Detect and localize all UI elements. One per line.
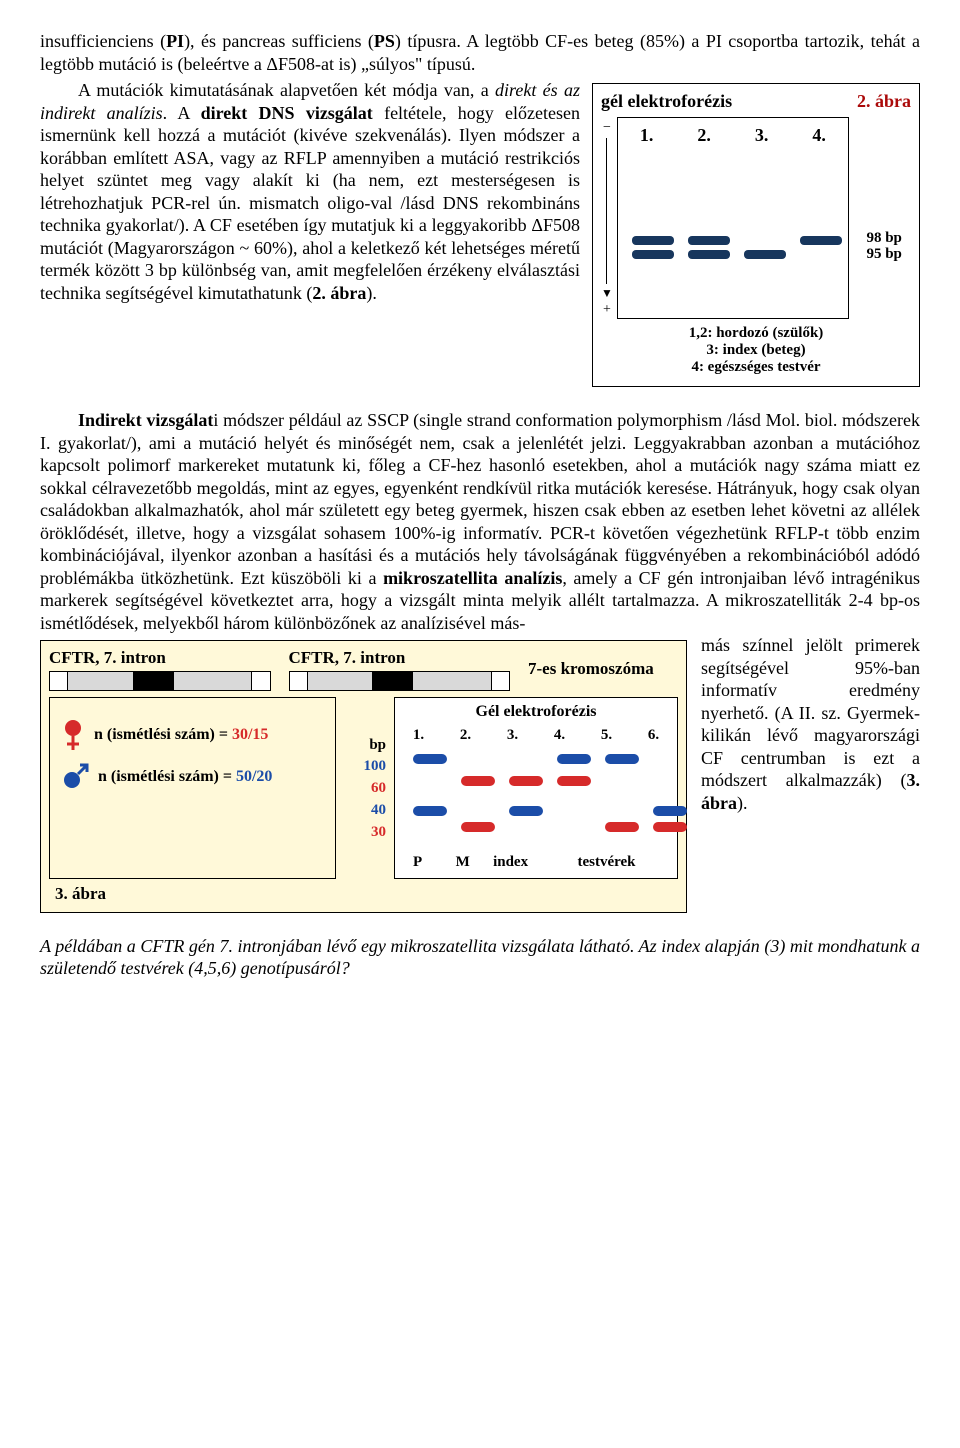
gel-box: 1.2.3.4. 98 bp 95 bp	[617, 117, 849, 319]
gel-band	[557, 754, 591, 764]
lane-label: 4.	[812, 124, 826, 147]
mother-row: n (ismétlési szám) = 30/15	[60, 718, 325, 752]
text-run: ).	[737, 793, 748, 813]
figure-2-caption-line: 1,2: hordozó (szülők)	[601, 325, 911, 342]
chromosome-label: 7-es kromoszóma	[528, 658, 678, 679]
father-text: n (ismétlési szám) =	[98, 768, 236, 785]
gel-title: Gél elektroforézis	[395, 702, 677, 722]
plus-pole: +	[603, 301, 611, 319]
gel-band	[509, 806, 543, 816]
figure-3-caption: 3. ábra	[41, 883, 686, 912]
minus-pole: −	[603, 119, 611, 137]
lane-label: 2.	[460, 726, 471, 745]
figure-2-ref: 2. ábra	[312, 283, 366, 303]
text-run: ), és pancreas sufficiens (	[184, 31, 374, 51]
bottom-label: index	[485, 853, 536, 872]
gel-band	[461, 822, 495, 832]
text-run: i módszer például az SSCP (single strand…	[40, 410, 920, 588]
bp-30: 30	[344, 822, 386, 844]
text-bold: Indirekt vizsgálat	[78, 410, 213, 430]
migration-arrow: − ▼ +	[601, 117, 617, 319]
lane-label: 3.	[507, 726, 518, 745]
gel-lane-labels: 1. 2. 3. 4. 5. 6.	[395, 726, 677, 745]
intron-label: CFTR, 7. intron	[49, 647, 271, 668]
gel-band	[632, 236, 674, 245]
intron-label: CFTR, 7. intron	[289, 647, 511, 668]
gel-band	[413, 806, 447, 816]
bp-label-98: 98 bp	[866, 230, 901, 247]
bp-scale: bp 100 60 40 30	[344, 697, 386, 879]
lane-label: 3.	[755, 124, 769, 147]
gel-band	[653, 806, 687, 816]
gel-band	[605, 754, 639, 764]
text-run: . A	[163, 103, 201, 123]
lane-label: 6.	[648, 726, 659, 745]
figure-2-caption-line: 4: egészséges testvér	[601, 359, 911, 376]
gel-bottom-labels: PMindextestvérek	[395, 853, 677, 872]
bp-100: 100	[344, 756, 386, 778]
gel-band	[509, 776, 543, 786]
father-row: n (ismétlési szám) = 50/20	[60, 762, 325, 792]
lane-label: 2.	[697, 124, 711, 147]
bottom-label: testvérek	[536, 853, 677, 872]
intron-diagram-left: CFTR, 7. intron	[49, 647, 271, 690]
text-bold: mikroszatellita analízis	[383, 568, 562, 588]
bp-60: 60	[344, 778, 386, 800]
figure-3: CFTR, 7. intron CFTR, 7. intron	[40, 640, 687, 913]
figure-2-title: gél elektroforézis	[601, 90, 732, 113]
lane-label: 1.	[640, 124, 654, 147]
bp-label: bp	[344, 735, 386, 757]
text-run: insufficienciens (	[40, 31, 166, 51]
text-bold: PS	[374, 31, 395, 51]
gel-band	[653, 822, 687, 832]
lane-labels: 1. 2. 3. 4.	[618, 124, 848, 147]
text-run: A mutációk kimutatásának alapvetően két …	[78, 80, 495, 100]
text-bold: PI	[166, 31, 184, 51]
figure-2-number: 2. ábra	[857, 90, 911, 113]
figure-2: gél elektroforézis 2. ábra − ▼ + 1. 2. 3. 4…	[592, 83, 920, 387]
bp-40: 40	[344, 800, 386, 822]
lane-label: 5.	[601, 726, 612, 745]
text-run: más színnel jelölt primerek segítségével…	[701, 635, 920, 790]
paragraph-1: insufficienciens (PI), és pancreas suffi…	[40, 30, 920, 75]
gel-band	[688, 250, 730, 259]
female-icon	[60, 718, 86, 752]
gel-band	[605, 822, 639, 832]
gel-band	[800, 236, 842, 245]
bp-label-95: 95 bp	[866, 246, 901, 263]
text-run: ).	[366, 283, 377, 303]
male-icon	[60, 762, 90, 792]
intron-diagram-right: CFTR, 7. intron	[289, 647, 511, 690]
bottom-label: M	[440, 853, 485, 872]
gel-electrophoresis-box: Gél elektroforézis 1. 2. 3. 4. 5. 6. PMindext…	[394, 697, 678, 879]
gel-band	[557, 776, 591, 786]
mother-text: n (ismétlési szám) =	[94, 726, 232, 743]
figure-2-caption-line: 3: index (beteg)	[601, 342, 911, 359]
bottom-label: P	[395, 853, 440, 872]
bottom-question: A példában a CFTR gén 7. intronjában lév…	[40, 935, 920, 980]
father-value: 50/20	[236, 768, 272, 785]
gel-band	[688, 236, 730, 245]
text-bold: direkt DNS vizsgálat	[201, 103, 373, 123]
parents-box: n (ismétlési szám) = 30/15 n (ismétlési …	[49, 697, 336, 879]
lane-label: 4.	[554, 726, 565, 745]
gel-band	[413, 754, 447, 764]
paragraph-2: Indirekt vizsgálati módszer például az S…	[40, 409, 920, 814]
gel-band	[461, 776, 495, 786]
mother-value: 30/15	[232, 726, 268, 743]
text-run: feltétele, hogy előzetesen ismernünk kel…	[40, 103, 580, 303]
lane-label: 1.	[413, 726, 424, 745]
gel-band	[744, 250, 786, 259]
gel-band	[632, 250, 674, 259]
